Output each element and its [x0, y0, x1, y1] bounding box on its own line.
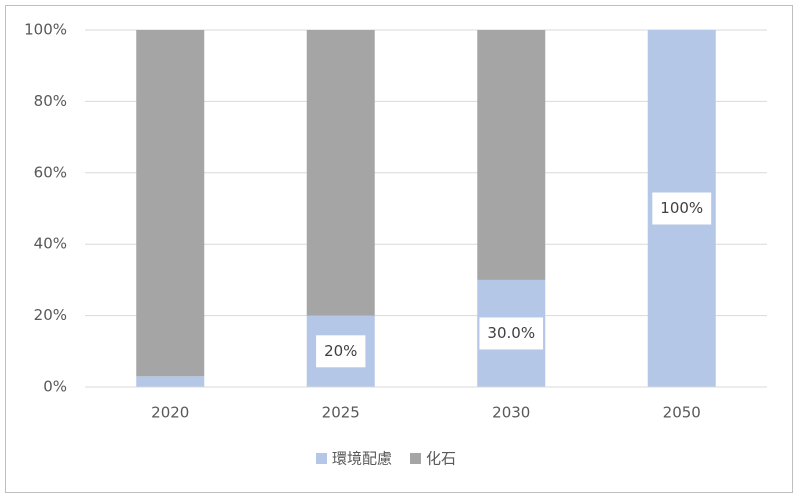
- y-tick-label: 20%: [34, 306, 67, 324]
- data-label-box: [316, 335, 366, 368]
- legend-swatch: [316, 453, 327, 464]
- data-label-box: [652, 192, 712, 225]
- y-tick-label: 0%: [43, 378, 67, 396]
- y-tick-label: 80%: [34, 92, 67, 110]
- x-tick-label: 2020: [151, 404, 189, 422]
- y-tick-label: 60%: [34, 163, 67, 181]
- data-label: 30.0%: [487, 324, 535, 342]
- legend-label: 環境配慮: [332, 450, 392, 468]
- data-label: 100%: [660, 199, 703, 217]
- legend-label: 化石: [426, 450, 456, 468]
- y-tick-label: 40%: [34, 235, 67, 253]
- x-tick-label: 2050: [663, 404, 701, 422]
- bar-segment: [306, 30, 375, 316]
- y-tick-label: 100%: [24, 21, 67, 39]
- legend-swatch: [410, 453, 422, 464]
- x-tick-label: 2025: [322, 404, 360, 422]
- data-label: 20%: [324, 342, 357, 360]
- bar-segment: [136, 376, 205, 387]
- bar-segment: [136, 30, 205, 377]
- data-label-box: [479, 317, 544, 350]
- x-tick-label: 2030: [492, 404, 530, 422]
- bar-segment: [477, 30, 546, 280]
